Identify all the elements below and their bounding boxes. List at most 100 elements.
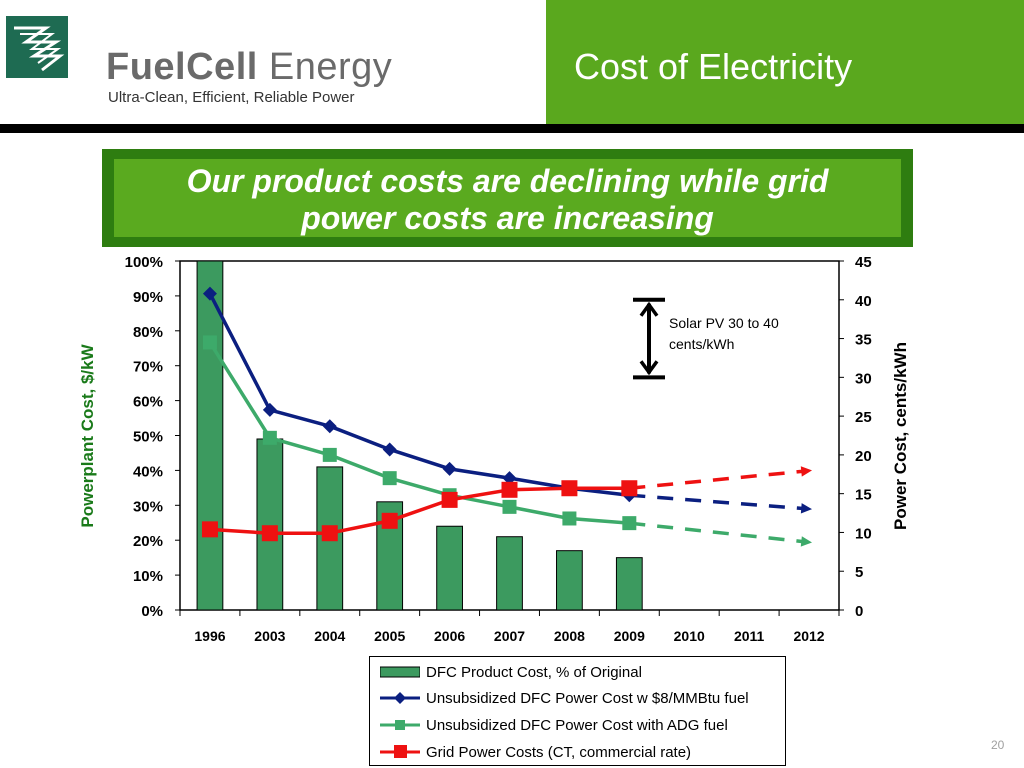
x-tick-label: 2005 — [374, 628, 405, 644]
x-tick-label: 2003 — [254, 628, 285, 644]
point-unsubsidized-mmbtu — [502, 471, 517, 486]
legend-label: Grid Power Costs (CT, commercial rate) — [426, 744, 692, 761]
point-unsubsidized-adg — [262, 430, 277, 445]
point-grid-power — [201, 521, 218, 538]
x-tick-label: 2006 — [434, 628, 465, 644]
y-tick-label-right: 40 — [855, 293, 872, 310]
point-unsubsidized-mmbtu — [382, 442, 397, 457]
x-tick-label: 2008 — [554, 628, 585, 644]
y-tick-label-left: 80% — [133, 324, 163, 341]
legend-item-grid-power: Grid Power Costs (CT, commercial rate) — [370, 739, 785, 765]
y-tick-label-right: 30 — [855, 370, 872, 387]
point-unsubsidized-adg — [382, 471, 397, 486]
point-grid-power — [381, 512, 398, 529]
projection-arrow-unsubsidized-mmbtu — [800, 503, 813, 514]
y-axis-label-left: Powerplant Cost, $/kW — [78, 344, 97, 528]
bar-dfc-product-cost — [196, 260, 224, 611]
y-tick-label-left: 60% — [133, 394, 163, 411]
y-tick-label-left: 40% — [133, 463, 163, 480]
company-name-regular: Energy — [268, 46, 393, 88]
point-unsubsidized-adg — [202, 335, 217, 350]
y-tick-label-left: 50% — [133, 429, 163, 446]
y-tick-label-right: 25 — [855, 409, 872, 426]
point-unsubsidized-mmbtu — [262, 402, 277, 417]
projection-unsubsidized-adg — [629, 521, 803, 544]
range-arrow-down-icon — [639, 360, 659, 376]
headline-line-1: Our product costs are declining while gr… — [186, 163, 829, 199]
company-name: FuelCell Energy — [106, 46, 392, 89]
title-box — [546, 0, 1024, 124]
legend-swatch-square-red — [380, 743, 420, 761]
point-grid-power — [321, 525, 338, 542]
x-tick-label: 2010 — [674, 628, 705, 644]
x-tick-label: 2009 — [614, 628, 645, 644]
point-unsubsidized-adg — [562, 511, 577, 526]
projection-unsubsidized-mmbtu — [629, 493, 803, 511]
point-grid-power — [621, 480, 638, 497]
y-tick-label-left: 30% — [133, 498, 163, 515]
bar-dfc-product-cost — [256, 438, 284, 611]
headline-text: Our product costs are declining while gr… — [114, 163, 901, 237]
fuelcell-logo-icon — [6, 16, 68, 78]
legend-label: Unsubsidized DFC Power Cost with ADG fue… — [426, 717, 728, 734]
y-tick-label-right: 15 — [855, 487, 872, 504]
x-tick-label: 1996 — [194, 628, 225, 644]
company-name-bold: FuelCell — [106, 46, 258, 88]
y-tick-label-right: 35 — [855, 332, 872, 349]
y-tick-label-left: 90% — [133, 289, 163, 306]
legend-swatch-bar — [379, 663, 421, 681]
legend-item-unsubsidized-mmbtu: Unsubsidized DFC Power Cost w $8/MMBtu f… — [370, 685, 785, 711]
slide-title: Cost of Electricity — [574, 46, 853, 87]
point-unsubsidized-mmbtu — [442, 461, 457, 476]
chart-legend: DFC Product Cost, % of Original Unsubsid… — [369, 656, 786, 766]
solar-annotation-line-1: Solar PV 30 to 40 — [669, 315, 779, 331]
legend-label: DFC Product Cost, % of Original — [426, 664, 642, 681]
solar-annotation: Solar PV 30 to 40 cents/kWh — [669, 313, 819, 355]
y-axis-label-right: Power Cost, cents/kWh — [891, 342, 910, 530]
projection-grid-power — [629, 469, 803, 490]
bar-dfc-product-cost — [615, 557, 643, 611]
y-tick-label-right: 20 — [855, 448, 872, 465]
x-tick-label: 2011 — [734, 628, 765, 644]
projection-arrow-grid-power — [800, 466, 813, 477]
point-grid-power — [561, 480, 578, 497]
y-tick-label-right: 0 — [855, 603, 863, 620]
legend-item-dfc-product-cost: DFC Product Cost, % of Original — [370, 659, 785, 685]
y-tick-label-left: 20% — [133, 533, 163, 550]
point-unsubsidized-adg — [622, 516, 637, 531]
headline-line-2: power costs are increasing — [301, 200, 714, 236]
point-unsubsidized-mmbtu — [202, 286, 217, 301]
x-tick-label: 2012 — [793, 628, 824, 644]
headline-banner: Our product costs are declining while gr… — [102, 149, 913, 247]
solar-annotation-line-2: cents/kWh — [669, 336, 735, 352]
range-arrow-up-icon — [639, 301, 659, 317]
legend-item-unsubsidized-adg: Unsubsidized DFC Power Cost with ADG fue… — [370, 712, 785, 738]
legend-swatch-square-green — [380, 716, 420, 734]
point-grid-power — [441, 491, 458, 508]
point-grid-power — [501, 481, 518, 498]
bar-dfc-product-cost — [436, 525, 463, 611]
page-number: 20 — [991, 738, 1005, 752]
point-unsubsidized-mmbtu — [322, 419, 337, 434]
point-grid-power — [261, 525, 278, 542]
x-tick-label: 2007 — [494, 628, 525, 644]
legend-label: Unsubsidized DFC Power Cost w $8/MMBtu f… — [426, 690, 749, 707]
y-tick-label-left: 70% — [133, 359, 163, 376]
y-tick-label-left: 100% — [125, 254, 163, 271]
y-tick-label-right: 10 — [855, 525, 872, 542]
point-unsubsidized-adg — [322, 447, 337, 462]
projection-arrow-unsubsidized-adg — [800, 536, 813, 547]
x-tick-label: 2004 — [314, 628, 345, 644]
headline-banner-inner: Our product costs are declining while gr… — [114, 159, 901, 237]
y-tick-label-left: 10% — [133, 568, 163, 585]
legend-swatch-diamond — [380, 689, 420, 707]
bar-dfc-product-cost — [556, 550, 583, 611]
header-divider — [0, 124, 1024, 133]
line-grid-power — [209, 486, 630, 535]
point-unsubsidized-adg — [502, 499, 517, 514]
y-tick-label-right: 45 — [855, 254, 872, 271]
y-tick-label-left: 0% — [141, 603, 163, 620]
line-unsubsidized-adg — [208, 341, 630, 525]
bar-dfc-product-cost — [496, 536, 523, 611]
